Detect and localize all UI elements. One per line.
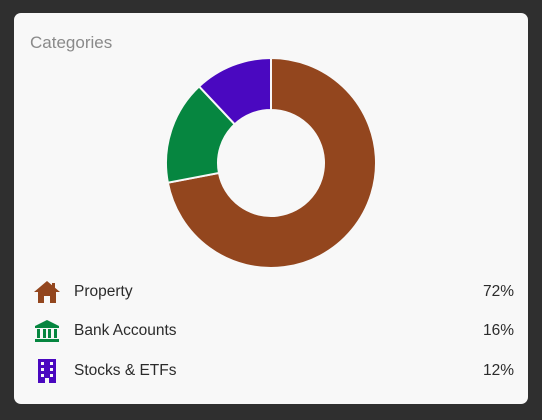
legend-label: Stocks & ETFs [74, 361, 177, 379]
donut-slice-property[interactable] [166, 56, 377, 269]
legend-label: Bank Accounts [74, 322, 177, 340]
legend-value: 72% [482, 282, 514, 300]
bank-icon [32, 316, 62, 346]
office-building-icon [32, 356, 62, 386]
house-icon [32, 277, 62, 307]
legend-item-property[interactable]: Property 72% [32, 272, 514, 312]
card-title: Categories [30, 33, 113, 52]
legend-item-bank-accounts[interactable]: Bank Accounts 16% [32, 312, 514, 352]
category-donut-chart [165, 56, 377, 269]
category-legend: Property 72% Bank Accounts 16% [32, 272, 514, 391]
legend-value: 12% [482, 361, 514, 379]
legend-label: Property [74, 282, 133, 300]
legend-value: 16% [482, 322, 514, 340]
categories-card: Categories Property 72% [14, 13, 528, 404]
legend-item-stocks-etfs[interactable]: Stocks & ETFs 12% [32, 351, 514, 391]
donut-slice-stocks-etfs[interactable] [197, 56, 272, 126]
